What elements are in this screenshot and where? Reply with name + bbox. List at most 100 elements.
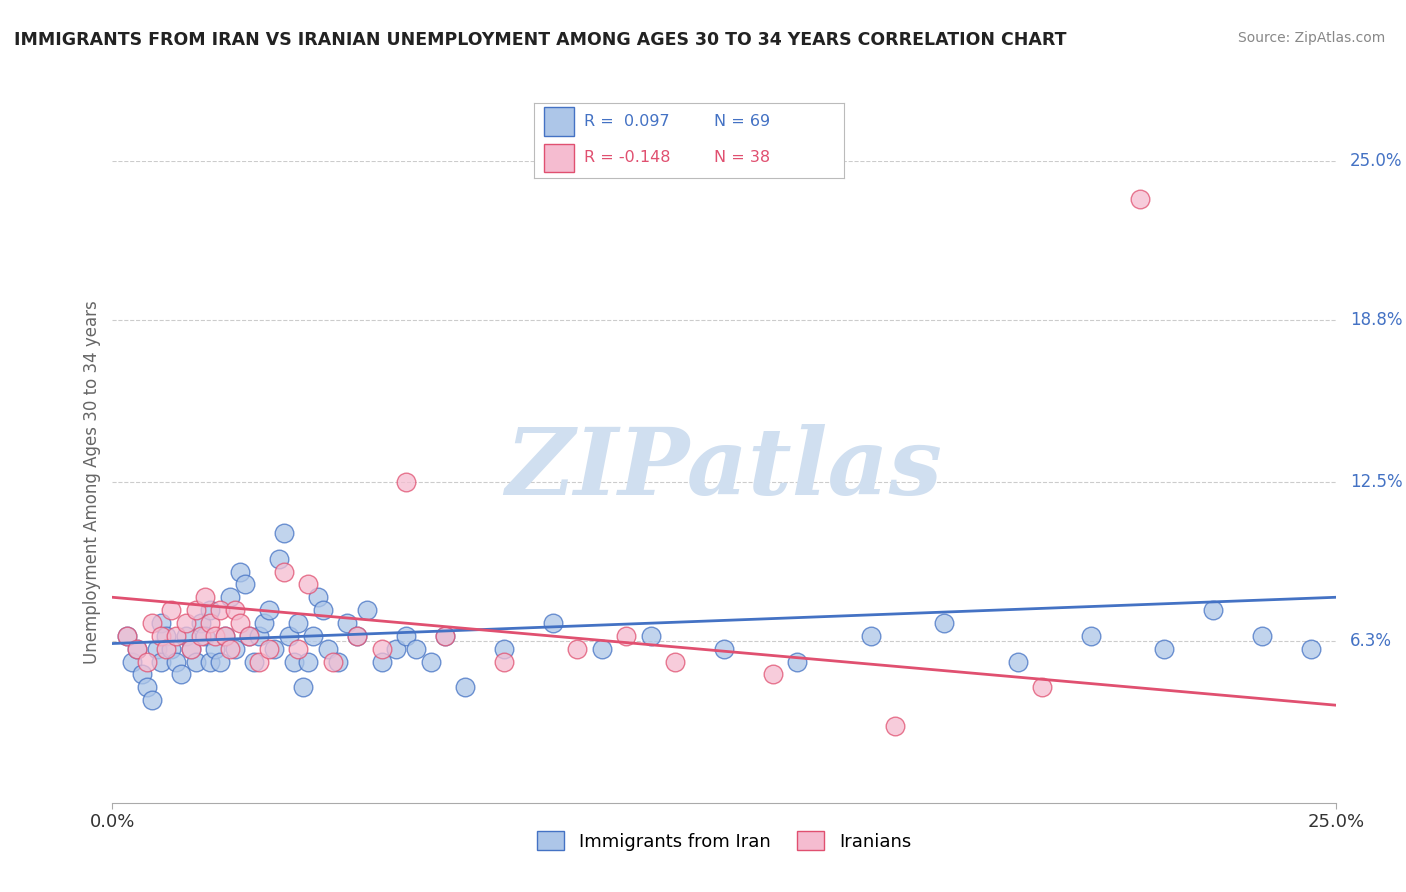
Point (884, 719, 907, 733)
Y-axis label: Unemployment Among Ages 30 to 34 years: Unemployment Among Ages 30 to 34 years (83, 300, 101, 664)
Point (434, 629, 457, 643)
Point (419, 655, 441, 669)
Point (395, 475, 418, 489)
Bar (544, 144, 575, 172)
Point (190, 615, 212, 630)
Point (287, 641, 309, 656)
Text: R = -0.148: R = -0.148 (583, 151, 671, 165)
Point (135, 680, 157, 694)
Point (492, 641, 515, 656)
Text: 6.3%: 6.3% (1350, 632, 1392, 650)
Point (405, 641, 427, 656)
Legend: Immigrants from Iran, Iranians: Immigrants from Iran, Iranians (530, 824, 918, 858)
Point (640, 629, 662, 643)
Point (1031, 680, 1053, 694)
Point (346, 629, 368, 643)
Point (356, 603, 378, 617)
Text: N = 69: N = 69 (714, 114, 770, 129)
Point (292, 680, 315, 694)
Point (1301, 641, 1323, 656)
Point (277, 629, 299, 643)
Point (209, 655, 232, 669)
Point (224, 641, 246, 656)
Point (370, 641, 392, 656)
Point (160, 641, 183, 656)
Point (125, 641, 148, 656)
Point (1251, 629, 1274, 643)
Point (762, 667, 785, 681)
Point (165, 629, 187, 643)
Point (567, 641, 589, 656)
Point (263, 641, 285, 656)
Point (859, 629, 882, 643)
Point (184, 655, 207, 669)
Point (233, 577, 256, 591)
Point (155, 641, 177, 656)
Point (307, 591, 329, 605)
Text: R =  0.097: R = 0.097 (583, 114, 669, 129)
Point (664, 655, 686, 669)
Point (302, 629, 325, 643)
Point (165, 655, 187, 669)
Point (228, 615, 250, 630)
Point (713, 641, 735, 656)
Point (115, 629, 138, 643)
Point (786, 655, 808, 669)
Point (591, 641, 613, 656)
Point (209, 603, 232, 617)
Point (194, 629, 217, 643)
Point (1202, 603, 1225, 617)
Point (541, 615, 564, 630)
Text: N = 38: N = 38 (714, 151, 770, 165)
Text: IMMIGRANTS FROM IRAN VS IRANIAN UNEMPLOYMENT AMONG AGES 30 TO 34 YEARS CORRELATI: IMMIGRANTS FROM IRAN VS IRANIAN UNEMPLOY… (14, 31, 1067, 49)
Text: ZIPatlas: ZIPatlas (506, 424, 942, 514)
Point (190, 629, 212, 643)
Point (1007, 655, 1029, 669)
Point (214, 629, 236, 643)
Point (297, 655, 319, 669)
Point (297, 577, 319, 591)
Point (180, 641, 202, 656)
Point (395, 629, 418, 643)
Point (214, 629, 236, 643)
Point (492, 655, 515, 669)
Point (267, 551, 290, 566)
Text: 12.5%: 12.5% (1350, 473, 1402, 491)
Point (115, 629, 138, 643)
Point (121, 655, 143, 669)
Point (200, 603, 222, 617)
Point (257, 641, 280, 656)
Point (385, 641, 408, 656)
Point (155, 629, 177, 643)
Point (257, 603, 280, 617)
Point (253, 615, 276, 630)
Point (322, 655, 344, 669)
Point (283, 655, 305, 669)
Point (141, 693, 163, 707)
Text: 18.8%: 18.8% (1350, 310, 1402, 329)
Point (160, 603, 183, 617)
Point (150, 615, 173, 630)
Point (150, 629, 173, 643)
Point (434, 629, 457, 643)
Point (1129, 192, 1152, 206)
Point (316, 641, 339, 656)
Point (204, 641, 226, 656)
Point (1080, 629, 1102, 643)
Point (934, 615, 956, 630)
Point (312, 603, 335, 617)
Point (141, 615, 163, 630)
Point (194, 591, 217, 605)
Point (170, 667, 193, 681)
Point (238, 629, 260, 643)
Point (287, 615, 309, 630)
Point (204, 629, 226, 643)
Point (336, 615, 359, 630)
Point (200, 615, 222, 630)
Point (614, 629, 637, 643)
Point (228, 565, 250, 579)
Point (346, 629, 368, 643)
Point (326, 655, 349, 669)
Point (224, 603, 246, 617)
Point (131, 667, 153, 681)
